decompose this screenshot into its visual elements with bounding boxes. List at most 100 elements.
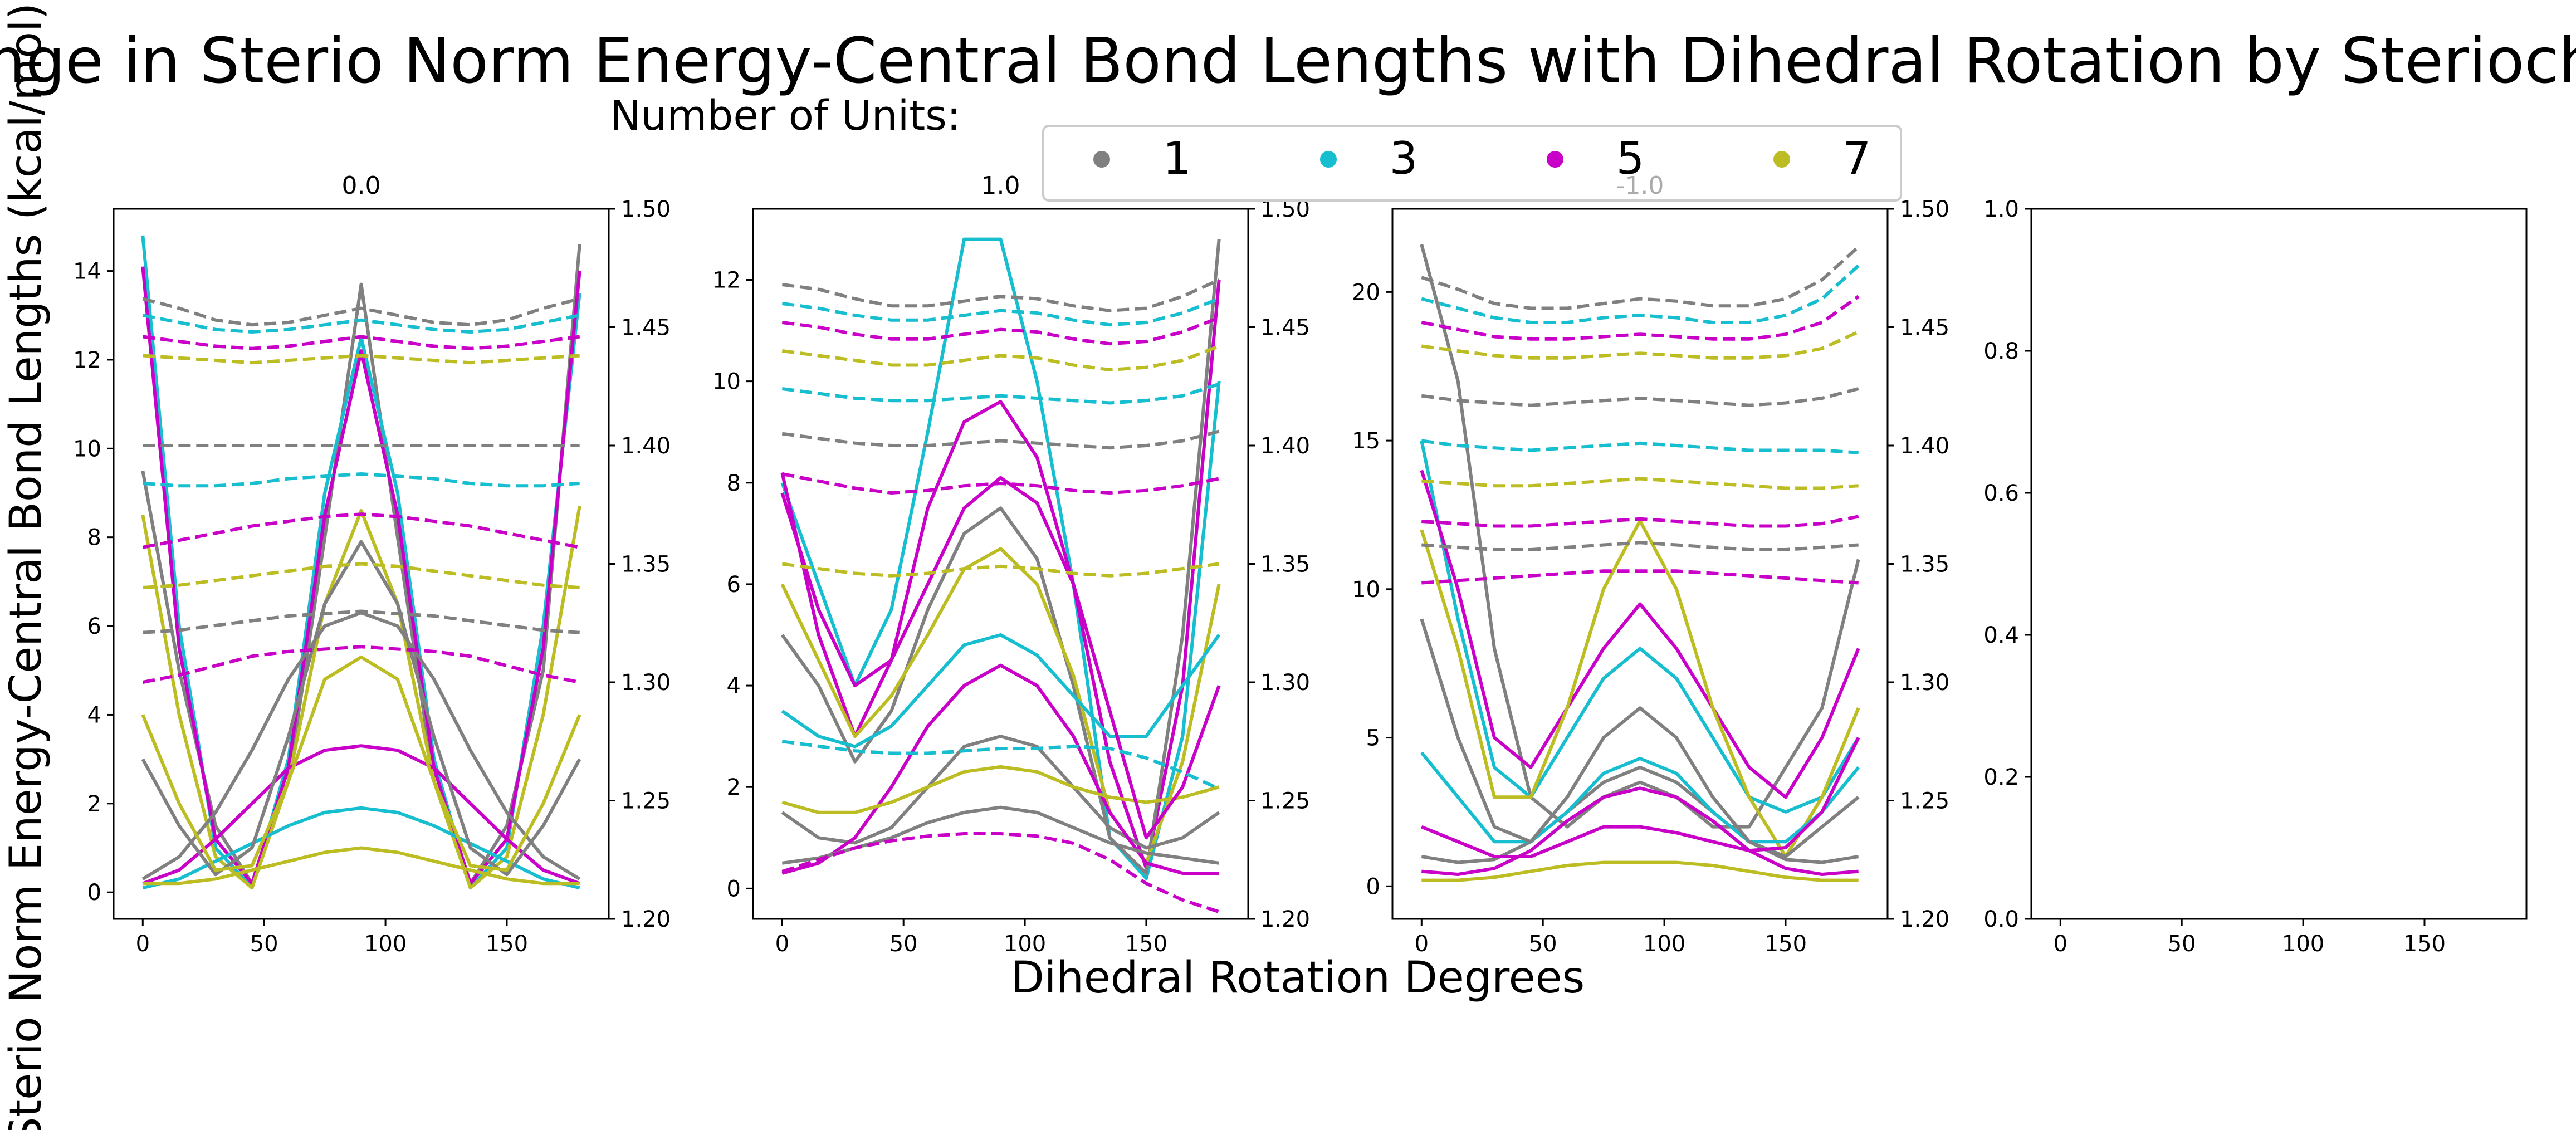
energy-line-units-7 bbox=[141, 506, 581, 890]
bond-length-line-units-3 bbox=[1421, 264, 1860, 324]
y2-tick-label: 1.30 bbox=[1900, 670, 1949, 696]
y-tick-label: 10 bbox=[712, 369, 741, 395]
panel-lines bbox=[1420, 244, 1860, 882]
x-tick-label: 150 bbox=[1764, 931, 1807, 957]
energy-line-units-7 bbox=[143, 846, 580, 886]
y2-tick-label: 1.35 bbox=[1900, 552, 1949, 578]
panel-lines bbox=[141, 235, 581, 890]
y2-tick-label: 1.45 bbox=[621, 315, 671, 341]
y-tick-label: 12 bbox=[712, 268, 741, 293]
energy-line-units-3 bbox=[1420, 751, 1860, 844]
legend-label-5: 5 bbox=[1616, 133, 1645, 184]
energy-line-units-3 bbox=[781, 633, 1221, 749]
y-tick-label: 15 bbox=[1352, 428, 1380, 454]
y-tick-label: 0 bbox=[727, 876, 741, 902]
energy-line-units-5 bbox=[780, 476, 1221, 840]
energy-line-units-3 bbox=[142, 806, 580, 890]
energy-line-units-1 bbox=[1420, 618, 1860, 858]
bond-length-line-units-1 bbox=[1421, 541, 1859, 551]
bond-length-line-units-1 bbox=[1421, 245, 1860, 310]
energy-line-units-7 bbox=[1421, 860, 1859, 882]
legend: Number of Units: 1 3 5 7 bbox=[610, 92, 1902, 202]
y-tick-label: 6 bbox=[87, 614, 101, 639]
y-tick-label: 14 bbox=[73, 259, 101, 285]
y-tick-label: 0.8 bbox=[1983, 339, 2019, 364]
y-tick-label: 0 bbox=[87, 880, 101, 906]
y2-tick-label: 1.20 bbox=[1260, 907, 1310, 932]
bond-length-line-units-3 bbox=[143, 472, 580, 488]
energy-line-units-3 bbox=[1420, 440, 1860, 814]
bond-length-line-units-5 bbox=[1421, 569, 1859, 585]
panel-2: 1.0 0 50 100 150 0 2 4 6 8 10 12 1.20 1.25 1.30 1.35 1.4… bbox=[712, 172, 1310, 957]
bond-length-line-units-5 bbox=[1421, 515, 1859, 528]
y-tick-label: 4 bbox=[87, 702, 101, 728]
y-tick-label: 2 bbox=[727, 775, 741, 800]
x-axis-label: Dihedral Rotation Degrees bbox=[1011, 953, 1585, 1003]
legend-marker-1 bbox=[1093, 151, 1110, 168]
y2-tick-label: 1.45 bbox=[1260, 315, 1310, 341]
bond-length-line-units-5 bbox=[781, 472, 1220, 495]
bond-length-line-units-5 bbox=[142, 512, 580, 549]
bond-length-line-units-7 bbox=[1421, 330, 1859, 360]
panel-lines bbox=[780, 237, 1221, 914]
bond-length-line-units-5 bbox=[781, 832, 1220, 914]
legend-label-7: 7 bbox=[1843, 133, 1871, 184]
y2-tick-label: 1.45 bbox=[1900, 315, 1949, 341]
bond-length-line-units-7 bbox=[143, 354, 580, 365]
x-tick-label: 0 bbox=[1415, 931, 1429, 957]
y2-tick-label: 1.25 bbox=[621, 789, 671, 814]
x-tick-label: 50 bbox=[2168, 931, 2196, 957]
energy-line-units-1 bbox=[141, 244, 581, 886]
legend-title: Number of Units: bbox=[610, 92, 961, 140]
y-tick-label: 8 bbox=[727, 471, 741, 496]
energy-line-units-5 bbox=[780, 280, 1221, 870]
bond-length-line-units-7 bbox=[781, 562, 1220, 578]
y2-tick-label: 1.25 bbox=[1900, 789, 1949, 814]
y-tick-label: 0.4 bbox=[1983, 623, 2019, 648]
energy-line-units-3 bbox=[780, 237, 1221, 880]
bond-length-line-units-1 bbox=[142, 297, 580, 327]
chart-title: Change in Sterio Norm Energy-Central Bon… bbox=[0, 25, 2576, 97]
legend-label-3: 3 bbox=[1390, 133, 1418, 184]
panel-title: 1.0 bbox=[981, 172, 1020, 200]
energy-line-units-1 bbox=[1421, 765, 1859, 864]
y-tick-label: 0 bbox=[1366, 874, 1380, 899]
y-tick-label: 12 bbox=[73, 348, 101, 373]
y-tick-label: 20 bbox=[1352, 280, 1380, 305]
y2-tick-label: 1.30 bbox=[621, 670, 671, 696]
y-tick-label: 0.0 bbox=[1983, 907, 2019, 932]
x-tick-label: 50 bbox=[250, 931, 278, 957]
y-tick-label: 6 bbox=[727, 572, 741, 598]
y2-tick-label: 1.35 bbox=[621, 552, 671, 578]
energy-line-units-5 bbox=[142, 744, 580, 886]
y-tick-label: 8 bbox=[87, 525, 101, 551]
x-tick-label: 50 bbox=[889, 931, 918, 957]
bond-length-line-units-1 bbox=[143, 609, 580, 634]
y2-tick-label: 1.30 bbox=[1260, 670, 1310, 696]
legend-marker-7 bbox=[1773, 151, 1790, 168]
energy-line-units-1 bbox=[780, 239, 1221, 875]
bond-length-line-units-5 bbox=[1421, 295, 1860, 341]
legend-marker-5 bbox=[1547, 151, 1563, 168]
y2-tick-label: 1.35 bbox=[1260, 552, 1310, 578]
energy-line-units-7 bbox=[781, 765, 1220, 814]
y-tick-label: 0.2 bbox=[1983, 765, 2019, 790]
x-tick-label: 50 bbox=[1529, 931, 1557, 957]
legend-frame bbox=[1042, 125, 1902, 202]
x-tick-label: 100 bbox=[1004, 931, 1046, 957]
bond-length-line-units-3 bbox=[781, 382, 1220, 405]
y2-tick-label: 1.20 bbox=[1900, 907, 1949, 932]
x-tick-label: 0 bbox=[136, 931, 150, 957]
bond-length-line-units-5 bbox=[142, 335, 580, 350]
y-axis-label: Sterio Norm Energy-Central Bond Lengths … bbox=[1, 3, 51, 1130]
bond-length-line-units-3 bbox=[781, 740, 1220, 791]
y-tick-label: 2 bbox=[87, 791, 101, 817]
bond-length-line-units-3 bbox=[142, 314, 580, 334]
y-tick-label: 5 bbox=[1366, 726, 1380, 751]
panel-4: 0 50 100 150 0.0 0.2 0.4 0.6 0.8 1.0 bbox=[1983, 197, 2528, 957]
y-tick-label: 10 bbox=[73, 436, 101, 462]
y-tick-label: 10 bbox=[1352, 577, 1380, 603]
x-tick-label: 0 bbox=[775, 931, 789, 957]
y2-tick-label: 1.25 bbox=[1260, 789, 1310, 814]
